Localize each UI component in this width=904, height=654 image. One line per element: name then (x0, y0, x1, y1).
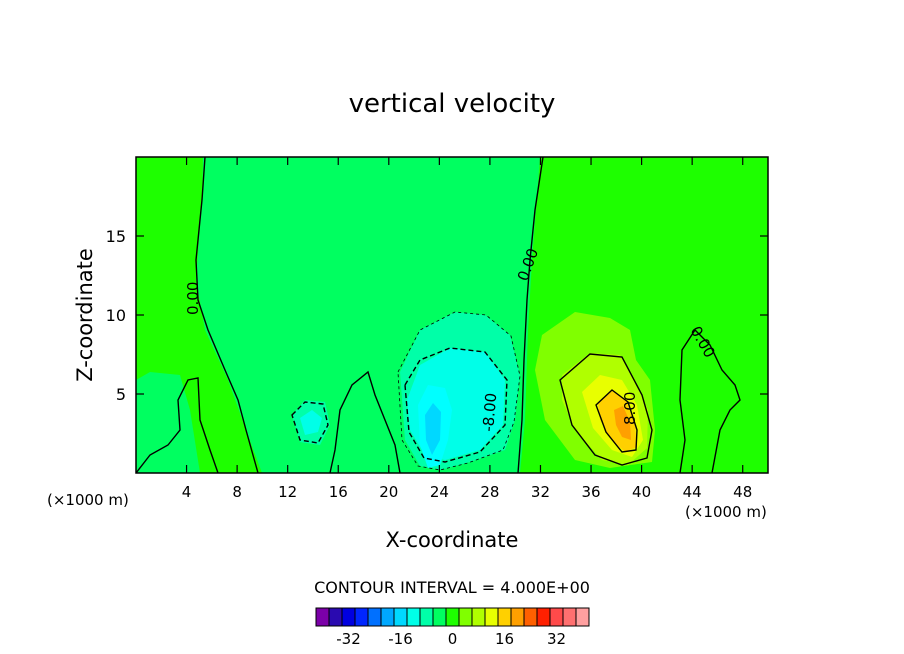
x-tick-label: 40 (632, 483, 651, 501)
y-axis-label: Z-coordinate (73, 248, 97, 382)
contour-label-zero-left: 0.00 (184, 282, 202, 315)
colorbar-swatch (419, 607, 434, 627)
colorbar-swatch (341, 607, 356, 627)
colorbar-swatch (536, 607, 551, 627)
colorbar-swatch (562, 607, 577, 627)
colorbar-swatch (328, 607, 343, 627)
x-tick-label: 32 (531, 483, 550, 501)
x-tick-label: 20 (379, 483, 398, 501)
colorbar-tick-label: -16 (388, 630, 413, 648)
x-unit-left: (×1000 m) (47, 491, 129, 509)
colorbar-swatch (406, 607, 421, 627)
x-unit-right: (×1000 m) (685, 503, 767, 521)
y-tick-label: 10 (106, 306, 126, 325)
contour-field (136, 157, 768, 473)
colorbar-swatch (393, 607, 408, 627)
colorbar-swatch (484, 607, 499, 627)
colorbar-tick-label: 16 (495, 630, 514, 648)
colorbar-ticks: -32 -16 0 16 32 (336, 630, 566, 648)
contour-label-pos8: 8.00 (621, 392, 639, 425)
x-tick-label: 12 (278, 483, 297, 501)
x-tick-label: 36 (581, 483, 600, 501)
colorbar-swatch (367, 607, 382, 627)
x-tick-label: 48 (733, 483, 752, 501)
x-tick-label: 24 (430, 483, 449, 501)
y-axis-ticks: 5 10 15 (106, 227, 768, 404)
colorbar-swatch (458, 607, 473, 627)
contour-label-neg8: -8.00 (479, 392, 500, 432)
x-tick-label: 44 (683, 483, 702, 501)
colorbar-swatch (432, 607, 447, 627)
x-tick-label: 8 (232, 483, 242, 501)
colorbar-swatch (549, 607, 564, 627)
x-tick-label: 28 (480, 483, 499, 501)
x-tick-label: 4 (182, 483, 192, 501)
y-tick-label: 5 (116, 385, 126, 404)
contour-interval-text: CONTOUR INTERVAL = 4.000E+00 (314, 578, 590, 597)
colorbar-swatch (510, 607, 525, 627)
x-axis-ticks: 4 8 12 16 20 24 28 32 36 40 44 48 (182, 157, 752, 501)
colorbar-swatch (575, 607, 590, 627)
y-tick-label: 15 (106, 227, 126, 246)
colorbar-swatch (523, 607, 538, 627)
colorbar-tick-label: -32 (336, 630, 361, 648)
colorbar-swatch (497, 607, 512, 627)
colorbar (315, 607, 590, 627)
x-tick-label: 16 (329, 483, 348, 501)
colorbar-swatch (315, 607, 330, 627)
colorbar-tick-label: 0 (448, 630, 458, 648)
x-axis-label: X-coordinate (386, 528, 519, 552)
colorbar-swatch (445, 607, 460, 627)
chart-title: vertical velocity (349, 89, 556, 119)
colorbar-tick-label: 32 (547, 630, 566, 648)
colorbar-swatch (471, 607, 486, 627)
colorbar-swatch (354, 607, 369, 627)
colorbar-swatch (380, 607, 395, 627)
